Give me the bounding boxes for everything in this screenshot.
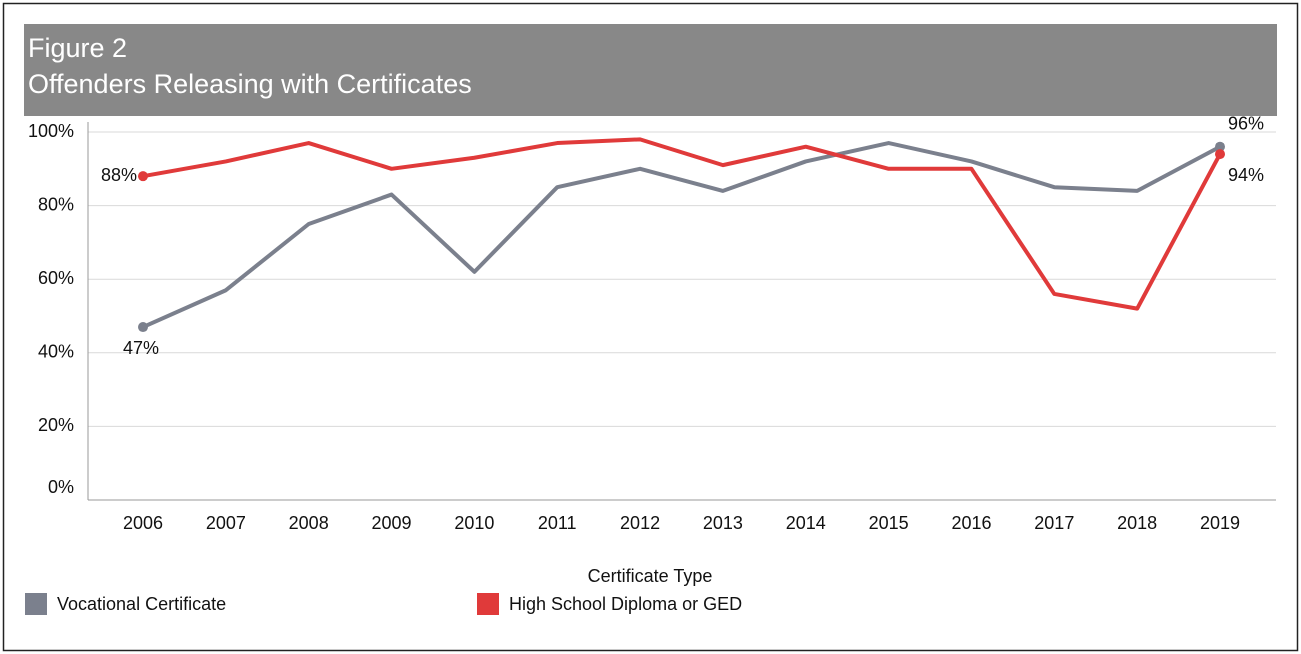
x-tick-label: 2019 (1200, 513, 1240, 533)
y-tick-label: 60% (38, 268, 74, 288)
x-tick-label: 2017 (1034, 513, 1074, 533)
x-axis-label: Certificate Type (588, 566, 713, 586)
legend-swatch (25, 593, 47, 615)
x-tick-label: 2012 (620, 513, 660, 533)
y-tick-label: 40% (38, 342, 74, 362)
series-line (142, 137, 1222, 311)
point (138, 322, 148, 333)
x-tick-label: 2008 (289, 513, 329, 533)
legend-label: Vocational Certificate (57, 594, 226, 614)
data-label: 96% (1228, 113, 1264, 133)
y-tick-label: 20% (38, 415, 74, 435)
y-tick-label: 0% (48, 477, 74, 497)
x-tick-label: 2006 (123, 513, 163, 533)
point (1215, 141, 1225, 152)
x-tick-label: 2011 (538, 513, 577, 533)
point (138, 171, 148, 182)
x-tick-label: 2016 (951, 513, 991, 533)
y-tick-label: 80% (38, 194, 74, 214)
data-label: 94% (1228, 165, 1264, 185)
x-tick-label: 2009 (372, 513, 412, 533)
data-label: 88% (101, 165, 137, 185)
x-tick-label: 2015 (869, 513, 909, 533)
x-tick-label: 2014 (786, 513, 826, 533)
x-tick-label: 2018 (1117, 513, 1157, 533)
point (1215, 149, 1225, 160)
x-tick-label: 2007 (206, 513, 246, 533)
data-label: 47% (123, 338, 159, 358)
chart-title: Figure 2 (28, 33, 127, 63)
title-banner (24, 24, 1277, 116)
legend-swatch (477, 593, 499, 615)
chart-subtitle: Offenders Releasing with Certificates (28, 69, 472, 99)
x-tick-label: 2013 (703, 513, 743, 533)
x-tick-label: 2010 (454, 513, 494, 533)
series-line (142, 141, 1221, 329)
legend-label: High School Diploma or GED (509, 594, 742, 614)
y-tick-label: 100% (28, 121, 74, 141)
